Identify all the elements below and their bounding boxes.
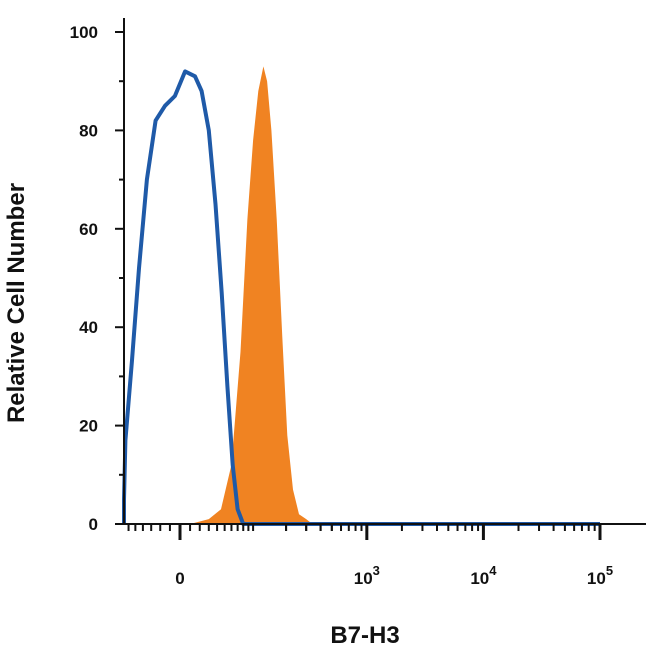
- y-tick-label: 100: [70, 23, 98, 42]
- series-filled-histogram: [124, 66, 600, 525]
- axes: 0 20 40 60 80 100 0 103 104 105: [70, 18, 646, 588]
- x-tick-label: 0: [175, 569, 184, 588]
- x-tick-label: 104: [470, 563, 497, 588]
- plot-area: [122, 66, 600, 526]
- x-axis-title: B7-H3: [330, 622, 399, 649]
- y-tick-label: 20: [79, 417, 98, 436]
- y-tick-label: 80: [79, 121, 98, 140]
- y-tick-label: 0: [89, 515, 98, 534]
- y-ticks: 0 20 40 60 80 100: [70, 23, 124, 534]
- series-outline-histogram: [122, 69, 600, 526]
- y-axis-title: Relative Cell Number: [3, 183, 30, 423]
- y-tick-label: 60: [79, 220, 98, 239]
- x-ticks: 0 103 104 105: [127, 524, 613, 588]
- y-tick-label: 40: [79, 318, 98, 337]
- x-tick-label: 105: [587, 563, 613, 588]
- x-tick-label: 103: [354, 563, 380, 588]
